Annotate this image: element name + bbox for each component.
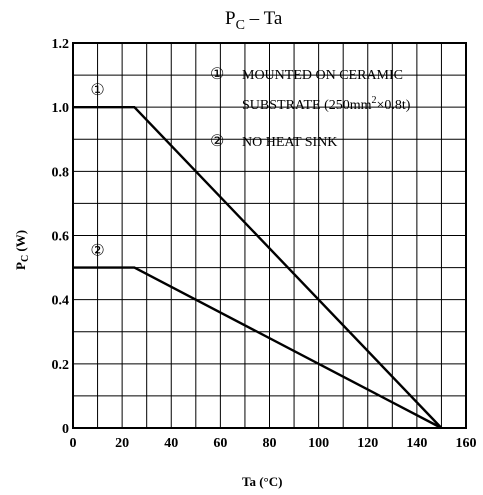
y-axis-label: PC (W)	[13, 230, 31, 270]
legend: ① MOUNTED ON CERAMIC SUBSTRATE (250mm2×0…	[210, 66, 411, 150]
chart-title: PC – Ta	[225, 8, 283, 33]
legend-entry-2-line1: NO HEAT SINK	[242, 135, 337, 150]
legend-entry-1-line2: SUBSTRATE (250mm2×0.8t)	[242, 95, 411, 113]
x-tick-label: 40	[164, 436, 178, 451]
y-tick-label: 0.4	[52, 294, 70, 309]
x-tick-label: 0	[70, 436, 77, 451]
y-tick-label: 0.8	[52, 165, 70, 180]
series-line-2	[73, 266, 442, 430]
series-line-1	[73, 105, 443, 429]
y-tick-label: 0	[62, 422, 69, 437]
y-tick-label: 1.0	[52, 101, 70, 116]
x-tick-label: 100	[308, 436, 329, 451]
y-tick-label: 1.2	[52, 37, 70, 52]
x-tick-label: 80	[263, 436, 277, 451]
series-marker-2: ②	[90, 243, 104, 260]
plot-frame	[72, 42, 467, 429]
x-tick-label: 140	[406, 436, 427, 451]
legend-symbol-2: ②	[210, 133, 224, 150]
x-tick-label: 160	[456, 436, 477, 451]
y-tick-label: 0.6	[52, 230, 70, 245]
legend-entry-1-line1: MOUNTED ON CERAMIC	[242, 68, 403, 83]
legend-symbol-1: ①	[210, 66, 224, 83]
series-lines: ①②	[73, 82, 443, 430]
x-tick-label: 20	[115, 436, 129, 451]
x-axis-label: Ta (°C)	[242, 474, 282, 489]
x-tick-label: 60	[213, 436, 227, 451]
tick-labels: 0 20 40 60 80 100 120 140 160 0 0.2 0.4 0.6 0.8 1.0 1.2	[52, 37, 477, 451]
series-marker-1: ①	[90, 82, 104, 99]
x-tick-label: 120	[357, 436, 378, 451]
y-tick-label: 0.2	[52, 358, 70, 373]
